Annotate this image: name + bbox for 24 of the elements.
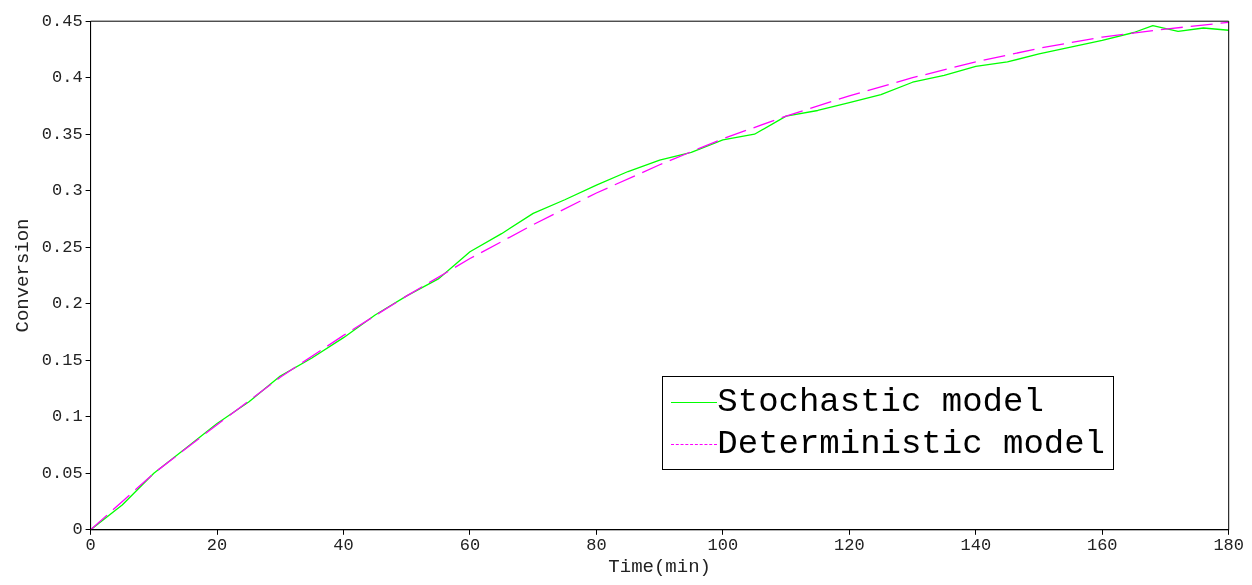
- y-tick-label: 0.35: [41, 124, 83, 144]
- legend-label: Stochastic model: [717, 382, 1044, 423]
- y-axis-title: Conversion: [12, 218, 35, 333]
- x-tick-label: 120: [834, 535, 865, 555]
- x-tick-label: 180: [1213, 535, 1244, 555]
- y-tick-label: 0.2: [52, 294, 83, 314]
- x-axis-title: Time(min): [608, 555, 711, 578]
- legend-label: Deterministic model: [717, 424, 1105, 465]
- x-tick-label: 60: [459, 535, 481, 555]
- y-tick-label: 0.45: [41, 11, 83, 31]
- y-tick-label: 0.1: [52, 407, 83, 427]
- y-tick-label: 0.05: [41, 463, 83, 483]
- x-tick-label: 100: [707, 535, 739, 555]
- x-tick-label: 140: [960, 535, 992, 555]
- y-tick-label: 0.15: [41, 350, 83, 370]
- y-tick-label: 0.4: [52, 68, 83, 88]
- x-tick-label: 40: [333, 535, 354, 555]
- x-tick-label: 20: [206, 535, 228, 555]
- y-tick-label: 0: [72, 520, 83, 540]
- y-tick-label: 0.3: [52, 181, 83, 201]
- x-tick-label: 160: [1086, 535, 1118, 555]
- y-tick-label: 0.25: [41, 237, 83, 257]
- x-tick-label: 0: [85, 535, 96, 555]
- x-tick-label: 80: [586, 535, 607, 555]
